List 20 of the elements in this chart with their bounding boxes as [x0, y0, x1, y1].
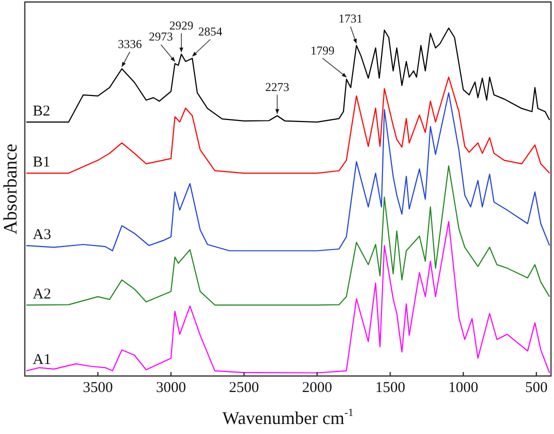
- x-tick-label: 3000: [156, 380, 186, 396]
- annotation: 1799: [310, 43, 335, 58]
- annotation: 2273: [265, 80, 290, 94]
- x-tick-label: 2500: [229, 380, 260, 396]
- x-tick-label: 500: [525, 380, 548, 396]
- annotation: 1731: [338, 12, 362, 26]
- x-tick-label: 1500: [375, 380, 406, 396]
- annotation: 2973: [148, 30, 173, 44]
- annotation: 2854: [198, 24, 222, 39]
- y-axis-title: Absorbance: [0, 144, 22, 234]
- series-label: B1: [32, 154, 50, 171]
- annotation: 3336: [118, 36, 142, 51]
- annotation: 2929: [169, 18, 194, 32]
- series-label: B2: [32, 103, 50, 120]
- series-label: A2: [32, 286, 52, 302]
- x-tick-label: 3500: [82, 380, 113, 396]
- series-label: A1: [32, 352, 52, 368]
- series-label: A3: [32, 226, 52, 243]
- x-tick-label: 2000: [302, 380, 332, 396]
- x-tick-label: 1000: [448, 380, 478, 396]
